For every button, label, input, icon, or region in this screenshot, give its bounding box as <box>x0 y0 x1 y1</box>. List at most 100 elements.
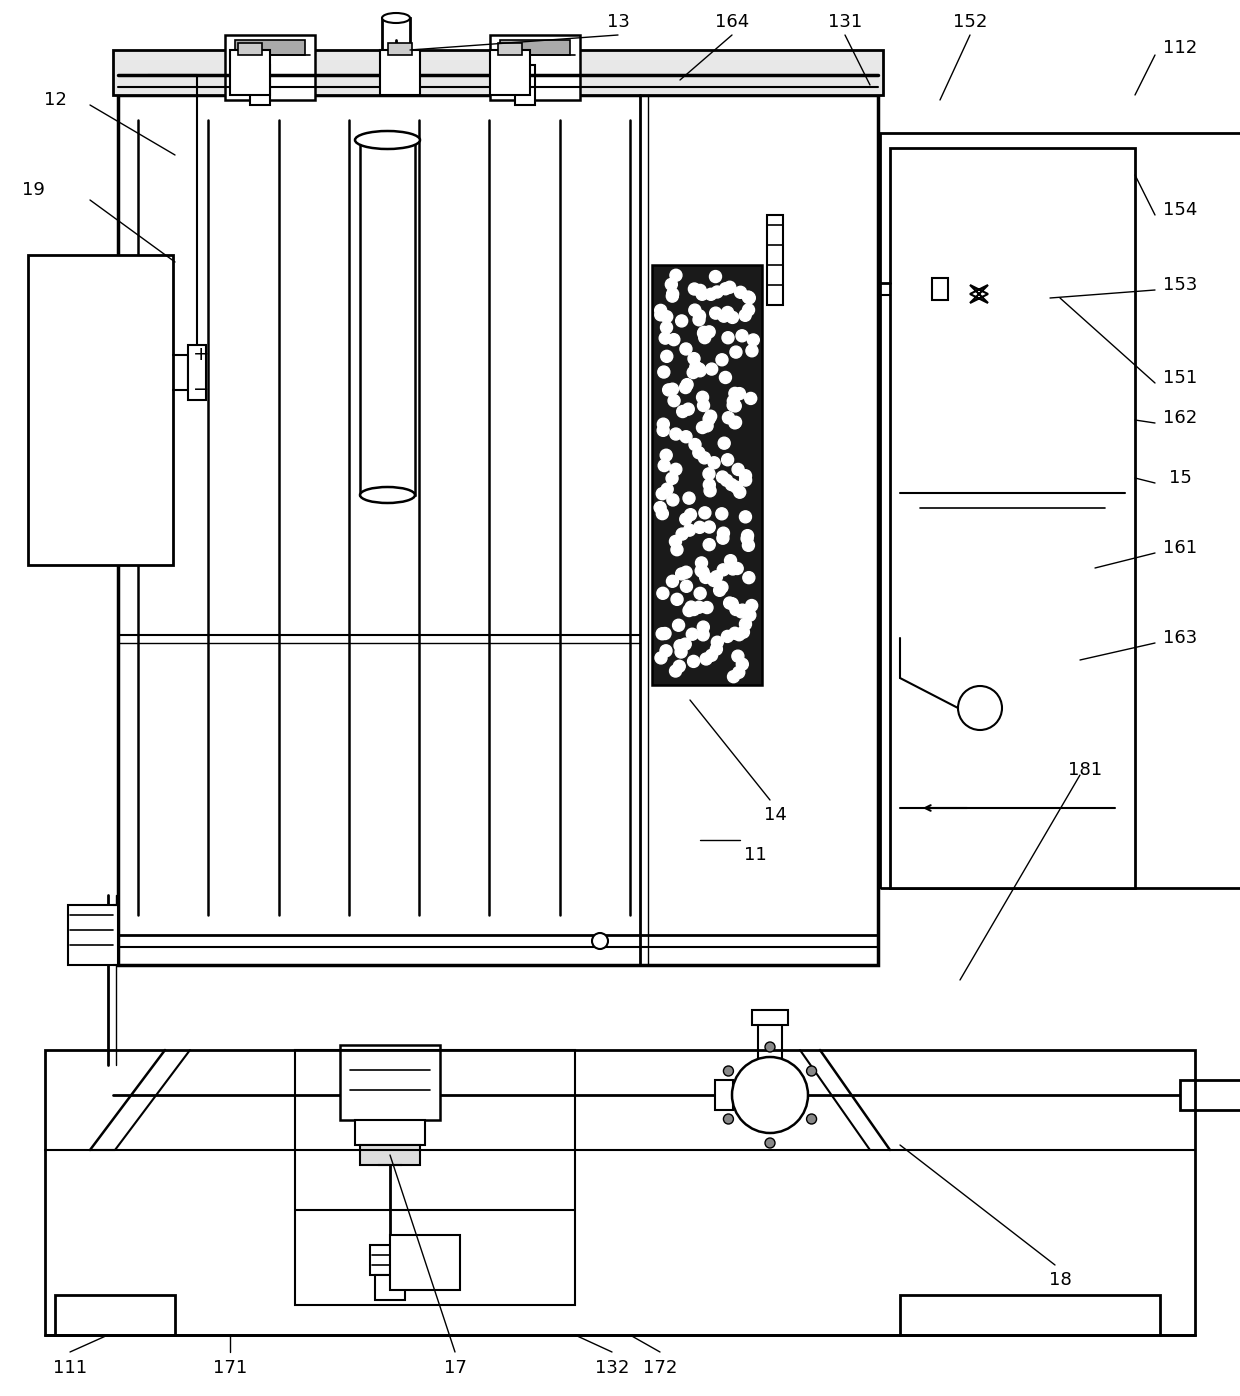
Bar <box>932 278 949 300</box>
Circle shape <box>711 571 723 582</box>
Circle shape <box>699 571 712 584</box>
Circle shape <box>706 363 718 376</box>
Circle shape <box>667 494 678 505</box>
Circle shape <box>693 521 706 533</box>
Circle shape <box>732 651 744 662</box>
Text: 19: 19 <box>21 181 45 200</box>
Circle shape <box>666 472 678 484</box>
Bar <box>388 43 412 54</box>
Circle shape <box>720 475 733 486</box>
Bar <box>45 1050 1195 1335</box>
Circle shape <box>724 281 735 293</box>
Circle shape <box>688 304 701 315</box>
Circle shape <box>655 309 667 321</box>
Bar <box>340 1046 440 1120</box>
Circle shape <box>656 508 668 519</box>
Circle shape <box>684 508 697 521</box>
Circle shape <box>667 383 678 395</box>
Circle shape <box>729 388 740 399</box>
Bar <box>374 1275 405 1300</box>
Circle shape <box>658 366 670 378</box>
Circle shape <box>719 371 732 384</box>
Circle shape <box>704 410 717 422</box>
Circle shape <box>729 417 740 429</box>
Bar <box>113 50 883 95</box>
Circle shape <box>680 638 691 651</box>
Text: 153: 153 <box>1163 276 1197 295</box>
Circle shape <box>680 381 692 394</box>
Circle shape <box>739 475 751 486</box>
Circle shape <box>733 628 745 641</box>
Circle shape <box>708 456 720 469</box>
Circle shape <box>738 627 749 638</box>
Bar <box>370 1245 410 1275</box>
Circle shape <box>959 685 1002 730</box>
Circle shape <box>703 479 715 491</box>
Text: 171: 171 <box>213 1358 247 1376</box>
Circle shape <box>724 597 735 609</box>
Bar <box>490 50 529 95</box>
Circle shape <box>670 429 682 440</box>
Circle shape <box>697 628 709 641</box>
Text: +: + <box>192 345 210 364</box>
Circle shape <box>727 597 738 610</box>
Circle shape <box>737 329 748 342</box>
Circle shape <box>732 1057 808 1134</box>
Circle shape <box>719 283 732 295</box>
Circle shape <box>723 1114 733 1124</box>
Circle shape <box>715 353 728 366</box>
Circle shape <box>704 289 717 300</box>
Text: 11: 11 <box>744 846 766 864</box>
Circle shape <box>735 606 748 618</box>
Circle shape <box>765 1138 775 1148</box>
Circle shape <box>687 367 699 378</box>
Circle shape <box>697 567 709 578</box>
Circle shape <box>694 285 707 296</box>
Bar <box>890 148 1135 888</box>
Circle shape <box>733 666 745 678</box>
Circle shape <box>727 563 739 575</box>
Circle shape <box>806 1067 817 1076</box>
Circle shape <box>686 628 698 641</box>
Circle shape <box>739 310 751 321</box>
Circle shape <box>660 332 671 345</box>
Circle shape <box>680 343 692 355</box>
Circle shape <box>658 459 670 472</box>
Circle shape <box>742 533 753 544</box>
Circle shape <box>728 395 739 408</box>
Circle shape <box>697 422 708 434</box>
Text: 12: 12 <box>43 91 67 109</box>
Circle shape <box>703 325 715 338</box>
Circle shape <box>676 528 688 540</box>
Circle shape <box>693 310 706 322</box>
Text: 17: 17 <box>444 1358 466 1376</box>
Circle shape <box>671 543 683 556</box>
Circle shape <box>696 288 708 300</box>
Text: 132: 132 <box>595 1358 629 1376</box>
Circle shape <box>676 568 688 579</box>
Circle shape <box>745 392 756 405</box>
Circle shape <box>701 420 713 431</box>
Circle shape <box>670 664 682 677</box>
Bar <box>55 1295 175 1335</box>
Circle shape <box>718 528 729 539</box>
Bar <box>355 1120 425 1145</box>
Circle shape <box>675 639 686 652</box>
Circle shape <box>734 286 746 299</box>
Circle shape <box>681 378 693 391</box>
Circle shape <box>744 609 756 621</box>
Circle shape <box>704 484 715 497</box>
Circle shape <box>730 482 743 493</box>
Circle shape <box>737 604 749 616</box>
Bar <box>768 215 782 304</box>
Circle shape <box>729 416 742 429</box>
Circle shape <box>711 286 723 297</box>
Circle shape <box>693 602 706 613</box>
Ellipse shape <box>360 487 415 503</box>
Circle shape <box>715 581 728 593</box>
Circle shape <box>693 363 706 376</box>
Bar <box>188 345 206 401</box>
Circle shape <box>682 403 694 415</box>
Circle shape <box>688 283 701 295</box>
Circle shape <box>656 487 668 500</box>
